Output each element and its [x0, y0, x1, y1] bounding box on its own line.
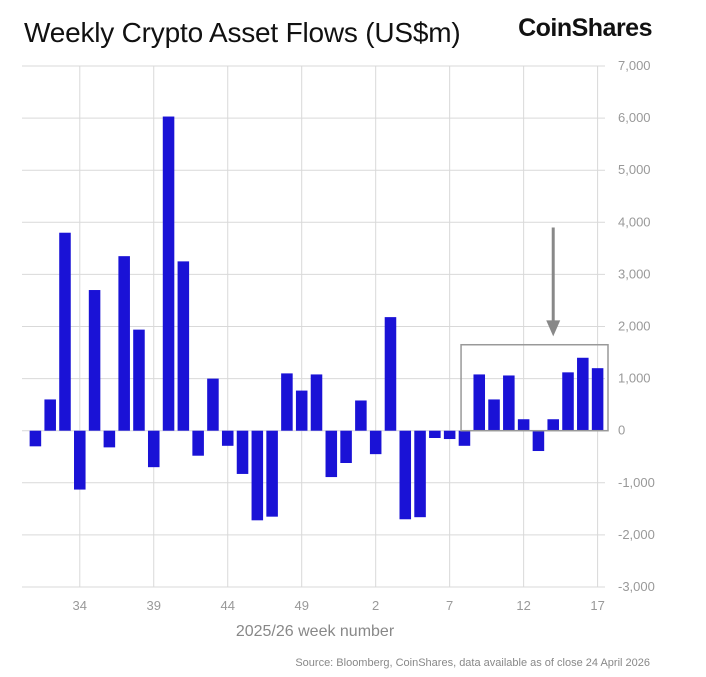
bar-week-12 — [517, 419, 530, 431]
y-tick-label: -2,000 — [618, 527, 655, 542]
x-tick-label: 34 — [73, 598, 87, 613]
y-tick-label: 6,000 — [618, 110, 651, 125]
y-tick-label: 0 — [618, 423, 625, 438]
y-tick-label: 5,000 — [618, 162, 651, 177]
x-tick-label: 17 — [590, 598, 604, 613]
x-axis-label: 2025/26 week number — [236, 623, 395, 640]
bar-week-44 — [221, 430, 234, 446]
bar-week-37 — [118, 256, 130, 431]
x-tick-label: 7 — [446, 598, 453, 613]
y-tick-label: 3,000 — [618, 266, 651, 281]
bar-week-33 — [59, 232, 71, 431]
bar-week-41 — [177, 261, 190, 431]
x-tick-label: 2 — [372, 598, 379, 613]
bar-week-35 — [88, 290, 101, 431]
bar-week-17 — [591, 368, 604, 431]
y-tick-label: 1,000 — [618, 371, 651, 386]
bar-week-31 — [29, 430, 42, 447]
bar-week-43 — [207, 378, 219, 431]
bar-week-42 — [192, 430, 204, 456]
bar-week-5 — [414, 430, 426, 518]
bar-week-38 — [133, 329, 145, 431]
bar-series — [29, 116, 604, 521]
y-axis: -3,000 -2,000 -1,000 0 1,000 2,000 3,000 4,000 5… — [618, 58, 655, 594]
chart-title: Weekly Crypto Asset Flows (US$m) — [24, 17, 461, 48]
bar-week-6 — [429, 430, 441, 438]
bar-week-10 — [488, 399, 500, 431]
bar-week-13 — [532, 430, 545, 452]
bar-week-36 — [103, 430, 116, 448]
bar-week-45 — [236, 430, 249, 474]
x-tick-label: 49 — [294, 598, 308, 613]
annotation-layer — [460, 227, 609, 432]
bar-week-40 — [162, 116, 175, 431]
x-tick-label: 12 — [516, 598, 530, 613]
bar-week-2 — [369, 430, 382, 455]
bar-week-7 — [443, 430, 456, 440]
bar-week-8 — [458, 430, 471, 446]
y-tick-label: 4,000 — [618, 214, 651, 229]
bar-week-11 — [503, 375, 515, 431]
y-tick-label: -3,000 — [618, 579, 655, 594]
bar-week-4 — [399, 430, 412, 520]
bar-week-39 — [147, 430, 160, 468]
bar-week-16 — [577, 357, 589, 431]
x-tick-label: 44 — [220, 598, 234, 613]
bar-week-1 — [355, 400, 367, 431]
highlight-box — [460, 343, 609, 432]
bar-week-3 — [384, 317, 397, 431]
bar-week-14 — [547, 419, 559, 431]
bar-week-50 — [310, 374, 323, 431]
y-tick-label: 2,000 — [618, 319, 651, 334]
bar-week-34 — [74, 430, 86, 490]
source-note: Source: Bloomberg, CoinShares, data avai… — [295, 657, 650, 669]
x-axis: 34 39 44 49 2 7 12 17 — [73, 598, 605, 613]
bar-week-47 — [266, 430, 278, 517]
arrow-head-icon — [546, 320, 561, 337]
grid-lines — [22, 65, 605, 588]
bar-week-32 — [44, 399, 56, 431]
bar-week-15 — [562, 372, 574, 431]
x-tick-label: 39 — [147, 598, 161, 613]
bar-week-9 — [473, 374, 486, 431]
y-tick-label: -1,000 — [618, 475, 655, 490]
brand-logo: CoinShares — [518, 14, 652, 42]
bar-week-52 — [340, 430, 352, 464]
bar-week-46 — [251, 430, 264, 521]
y-tick-label: 7,000 — [618, 58, 651, 73]
bar-week-49 — [295, 390, 308, 431]
bar-week-51 — [325, 430, 338, 478]
bar-week-48 — [281, 373, 293, 431]
